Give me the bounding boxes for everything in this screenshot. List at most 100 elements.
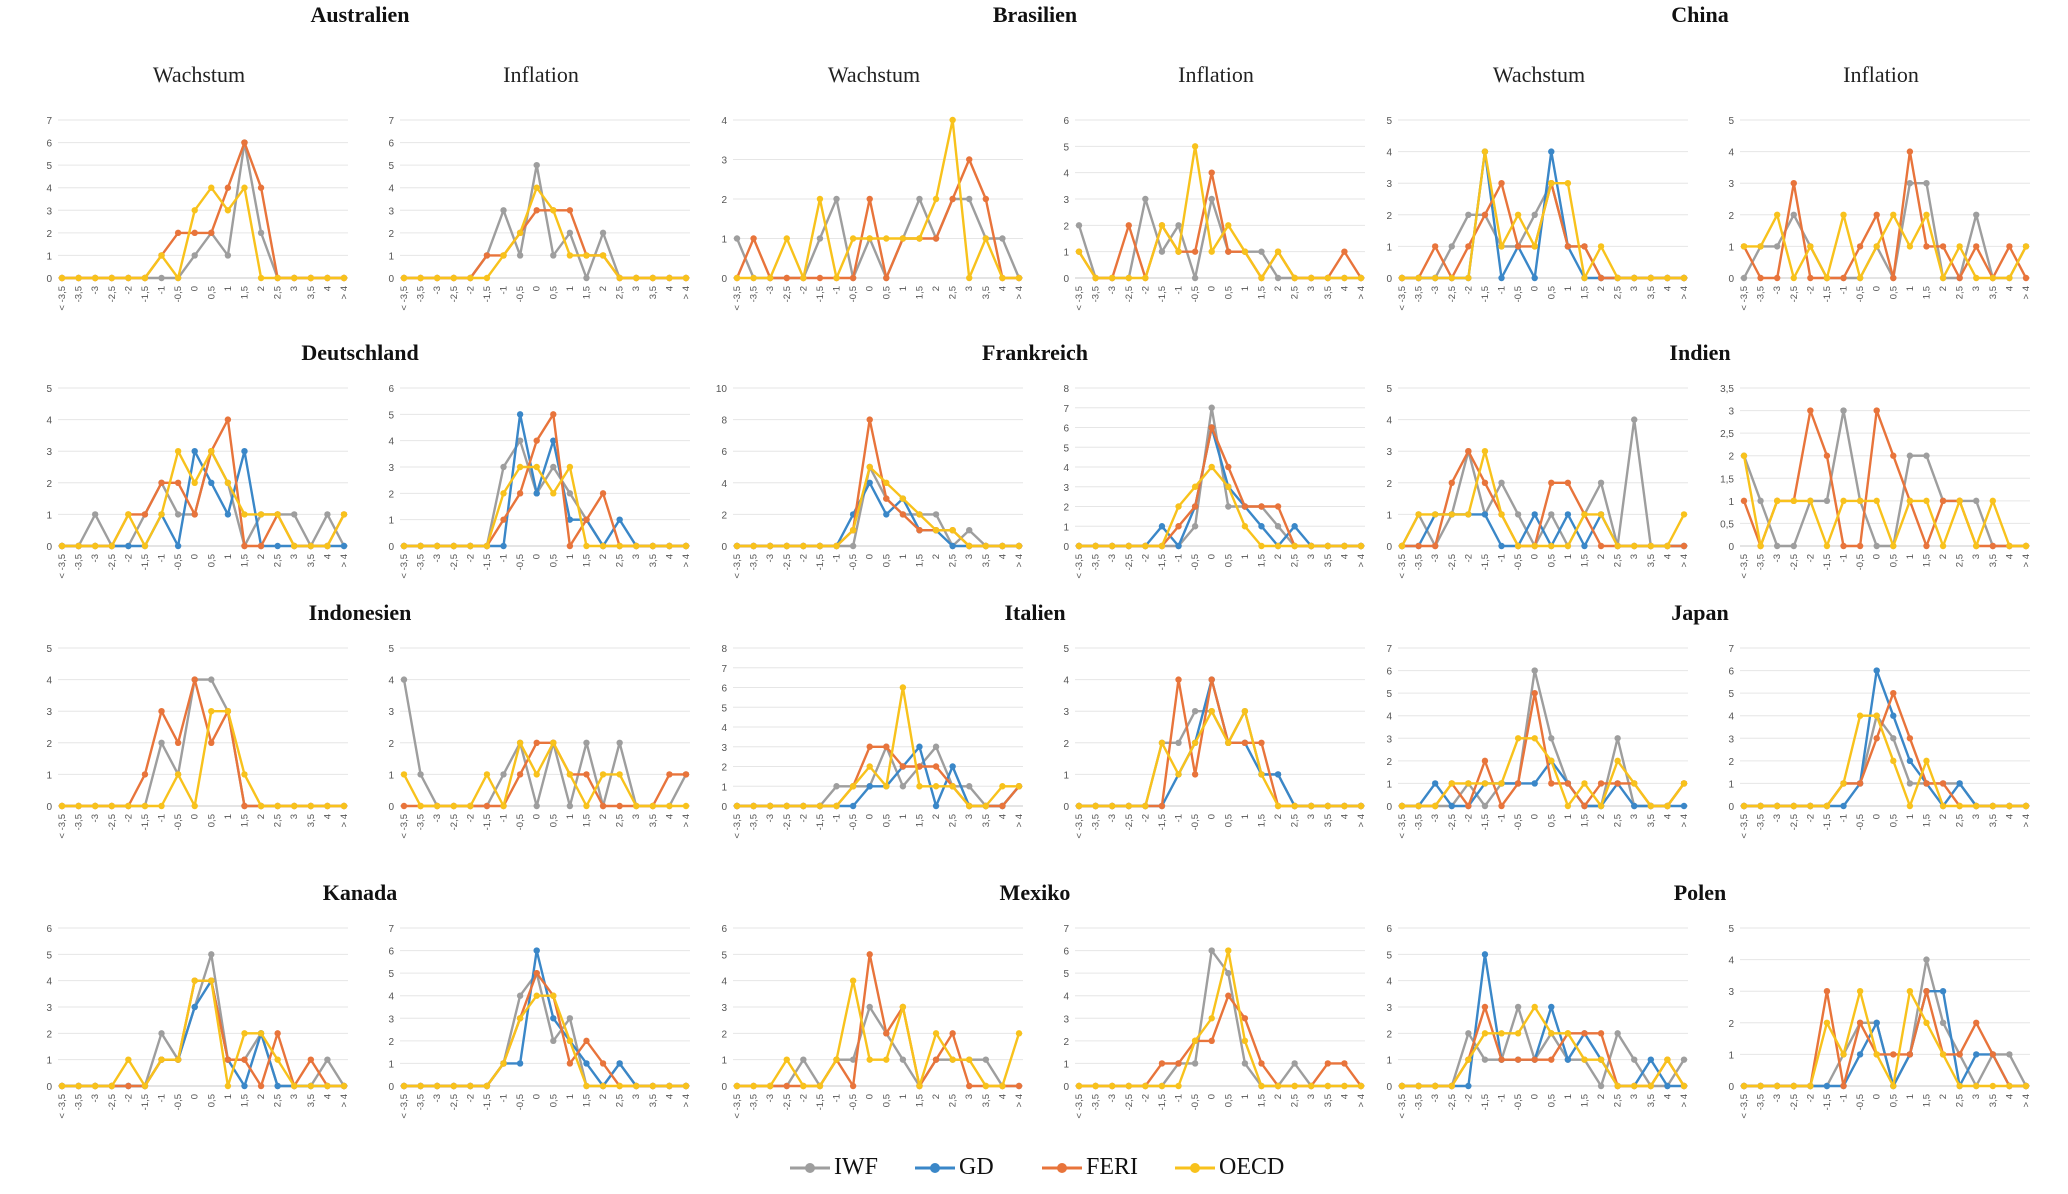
data-point-feri (1973, 1019, 1980, 1026)
y-tick-label: 3 (1386, 1003, 1392, 1014)
data-point-oecd (1075, 1082, 1083, 1090)
x-tick-label: 1 (1905, 554, 1916, 559)
series-line-iwf (62, 953, 346, 1088)
data-point-iwf (400, 676, 408, 683)
y-tick-label: 4 (1386, 712, 1392, 723)
legend-item-iwf: IWF (790, 1154, 878, 1181)
x-tick-label: 1 (565, 1094, 576, 1099)
data-point-oecd (307, 274, 315, 282)
x-tick-label: 0,5 (548, 286, 559, 299)
data-point-iwf (1208, 404, 1215, 411)
data-point-feri (516, 771, 524, 778)
data-point-oecd (1989, 1082, 1997, 1090)
data-point-oecd (1448, 1082, 1455, 1090)
y-tick-label: 1 (1063, 1059, 1069, 1070)
data-point-gd (1481, 951, 1489, 958)
x-tick-label: > 4 (339, 286, 350, 299)
y-tick-label: 1 (388, 516, 394, 527)
x-tick-label: -3 (432, 554, 443, 562)
data-point-oecd (1906, 497, 1914, 505)
data-point-oecd (1431, 511, 1439, 518)
legend-marker (805, 1162, 815, 1173)
y-tick-label: 2 (1063, 739, 1069, 750)
data-point-oecd (1324, 542, 1332, 550)
x-tick-label: 1,5 (1256, 554, 1267, 567)
data-point-feri (550, 411, 557, 418)
data-point-oecd (467, 542, 474, 550)
y-tick-label: 3 (1386, 179, 1392, 190)
data-point-gd (1939, 988, 1947, 995)
x-tick-label: -1,5 (482, 1094, 493, 1110)
series-line-feri (404, 209, 686, 280)
data-point-feri (1448, 479, 1455, 486)
y-tick-label: 5 (1063, 443, 1069, 454)
data-point-oecd (566, 463, 574, 471)
y-tick-label: 3 (721, 156, 727, 167)
x-tick-label: 0,5 (206, 554, 217, 567)
data-point-oecd (1581, 511, 1588, 518)
data-point-iwf (566, 1015, 574, 1022)
data-point-feri (849, 274, 857, 282)
y-tick-label: 1 (1728, 242, 1734, 253)
x-tick-label: 1 (1240, 286, 1251, 291)
data-point-oecd (999, 1082, 1006, 1090)
data-point-oecd (1324, 802, 1332, 810)
x-tick-label: -0,5 (1190, 286, 1201, 302)
y-tick-label: 5 (721, 950, 727, 961)
data-point-iwf (899, 1056, 907, 1063)
x-tick-label: 0 (1872, 814, 1883, 819)
y-tick-label: 0 (1386, 802, 1392, 813)
data-point-oecd (91, 802, 99, 810)
x-tick-label: -1,5 (815, 814, 826, 830)
x-tick-label: 3,5 (1646, 1094, 1657, 1107)
x-tick-label: -3,5 (1091, 1094, 1102, 1110)
data-point-feri (966, 156, 973, 163)
data-point-feri (1191, 503, 1199, 510)
data-point-oecd (1448, 274, 1455, 282)
data-point-oecd (916, 511, 923, 518)
y-tick-label: 4 (1063, 992, 1069, 1003)
data-point-feri (1597, 274, 1605, 282)
x-tick-label: 4 (2004, 814, 2015, 819)
data-point-oecd (682, 542, 690, 550)
x-tick-label: -1 (1174, 286, 1185, 294)
x-tick-label: -2 (798, 286, 809, 294)
data-point-oecd (2006, 1082, 2013, 1090)
data-point-oecd (174, 1056, 182, 1063)
y-tick-label: 1 (46, 1056, 52, 1067)
x-tick-label: -3,5 (749, 286, 760, 302)
y-tick-label: 6 (1386, 924, 1392, 935)
y-tick-label: 2 (388, 229, 394, 240)
country-title: Kanada (322, 880, 398, 905)
data-point-oecd (500, 1060, 507, 1067)
data-point-oecd (1807, 1082, 1814, 1090)
y-tick-label: 2 (721, 510, 727, 521)
data-point-feri (583, 771, 590, 778)
legend: IWF GD FERI OECD (0, 1150, 2068, 1190)
data-point-oecd (1939, 1051, 1947, 1058)
data-point-iwf (1906, 180, 1914, 187)
data-point-feri (883, 1030, 890, 1037)
x-tick-label: 3,5 (981, 1094, 992, 1107)
data-point-iwf (1939, 1019, 1947, 1026)
x-tick-label: 0 (190, 814, 201, 819)
y-tick-label: 8 (1063, 384, 1069, 395)
y-tick-label: 3 (388, 463, 394, 474)
data-point-oecd (1873, 1051, 1880, 1058)
data-point-oecd (666, 542, 673, 550)
data-point-iwf (1790, 542, 1797, 550)
data-point-feri (1175, 1060, 1182, 1067)
x-tick-label: 1 (898, 286, 909, 291)
legend-item-feri: FERI (1042, 1154, 1138, 1181)
data-point-oecd (800, 542, 807, 550)
data-point-feri (1191, 248, 1199, 255)
x-tick-label: > 4 (1356, 554, 1367, 567)
x-tick-label: 0 (1530, 286, 1541, 291)
x-tick-label: 2,5 (273, 554, 284, 567)
x-tick-label: 0 (1530, 1094, 1541, 1099)
data-point-oecd (1564, 180, 1572, 187)
data-point-oecd (1191, 739, 1199, 746)
y-tick-label: 2 (388, 489, 394, 500)
data-point-gd (1531, 274, 1538, 282)
data-point-iwf (324, 1056, 331, 1063)
